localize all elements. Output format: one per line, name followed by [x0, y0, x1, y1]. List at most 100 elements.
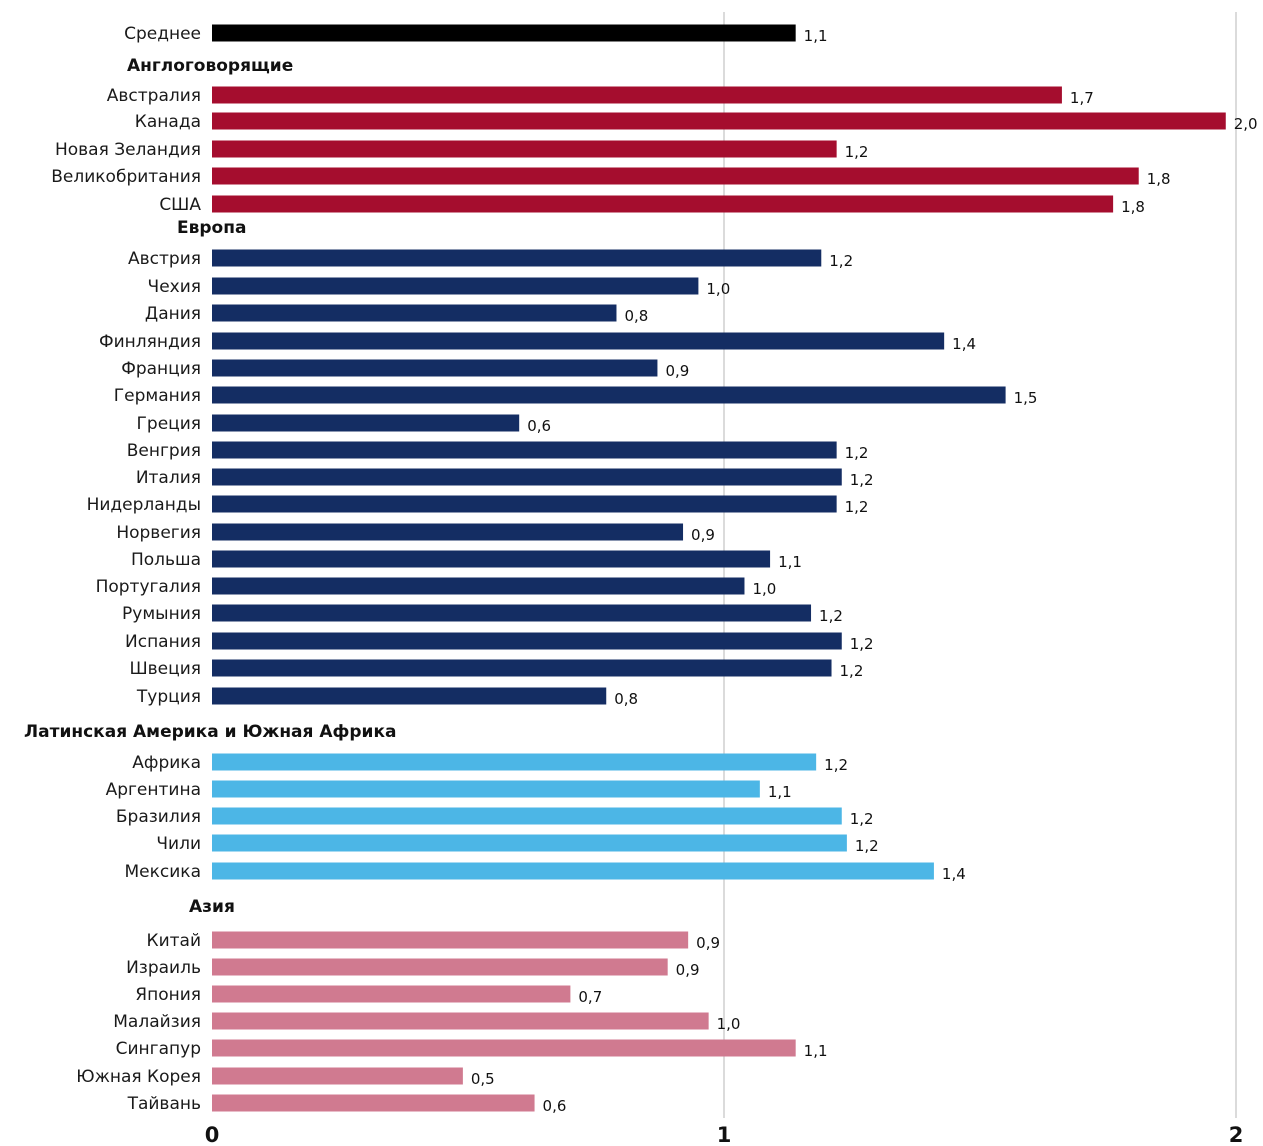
bar	[212, 333, 944, 350]
value-label: 1,7	[1070, 89, 1094, 107]
value-label: 1,8	[1147, 170, 1171, 188]
category-label: Австралия	[107, 86, 201, 106]
bar	[212, 113, 1226, 130]
x-axis: 0 1 2	[205, 1123, 1244, 1146]
value-label: 2,0	[1234, 115, 1258, 133]
category-label: Сингапур	[116, 1039, 201, 1059]
category-label: Венгрия	[127, 441, 201, 461]
value-label: 1,0	[706, 280, 730, 298]
value-label: 1,1	[768, 783, 792, 801]
category-label: США	[159, 195, 201, 215]
bar	[212, 835, 847, 852]
x-tick-label: 1	[717, 1123, 732, 1146]
value-label: 1,2	[850, 471, 874, 489]
bar	[212, 496, 837, 513]
bar	[212, 469, 842, 486]
category-label: Румыния	[122, 604, 201, 624]
bar	[212, 196, 1113, 213]
category-label: Норвегия	[116, 523, 201, 543]
bar	[212, 986, 570, 1003]
group-label: Европа	[177, 218, 246, 238]
value-label: 1,1	[778, 553, 802, 571]
category-label: Нидерланды	[87, 495, 201, 515]
category-label: Австрия	[128, 249, 201, 269]
value-label: 1,2	[845, 143, 869, 161]
value-label: 1,0	[717, 1015, 741, 1033]
x-tick-label: 0	[205, 1123, 220, 1146]
labels: Среднее 1,1 Англоговорящие Австралия 1,7 Кана…	[24, 24, 1258, 1115]
category-label: Франция	[121, 359, 201, 379]
bar	[212, 278, 698, 295]
category-label: Германия	[114, 386, 201, 406]
bar	[212, 605, 811, 622]
value-label: 0,9	[665, 362, 689, 380]
bar	[212, 387, 1006, 404]
bar	[212, 305, 616, 322]
bar	[212, 551, 770, 568]
bar	[212, 360, 657, 377]
value-label: 1,1	[804, 1042, 828, 1060]
category-label: Испания	[125, 632, 201, 652]
bar	[212, 524, 683, 541]
bar	[212, 250, 821, 267]
category-label: Финляндия	[99, 332, 201, 352]
value-label: 1,4	[942, 865, 966, 883]
bar	[212, 168, 1139, 185]
bar	[212, 141, 837, 158]
category-label: Греция	[137, 414, 201, 434]
value-label: 1,4	[952, 335, 976, 353]
category-label: Польша	[131, 550, 201, 570]
bar	[212, 1068, 463, 1085]
value-label: 0,9	[691, 526, 715, 544]
value-label: 1,0	[752, 580, 776, 598]
category-label: Турция	[136, 687, 201, 707]
value-label: 0,6	[527, 417, 551, 435]
bar	[212, 1013, 709, 1030]
category-label: Африка	[132, 753, 201, 773]
bar	[212, 25, 796, 42]
value-label: 0,9	[696, 934, 720, 952]
bar	[212, 1040, 796, 1057]
category-label: Малайзия	[113, 1012, 201, 1032]
bar	[212, 781, 760, 798]
bar	[212, 754, 816, 771]
category-label: Канада	[135, 112, 201, 132]
category-label: Среднее	[124, 24, 201, 44]
category-label: Италия	[136, 468, 201, 488]
value-label: 1,1	[804, 27, 828, 45]
bar	[212, 1095, 535, 1112]
category-label: Чехия	[148, 277, 201, 297]
category-label: Португалия	[96, 577, 201, 597]
group-label: Англоговорящие	[127, 56, 293, 76]
category-label: Тайвань	[127, 1094, 201, 1114]
category-label: Мексика	[125, 862, 201, 882]
category-label: Япония	[135, 985, 201, 1005]
bar	[212, 808, 842, 825]
category-label: Бразилия	[116, 807, 201, 827]
category-label: Китай	[147, 931, 202, 951]
value-label: 0,6	[543, 1097, 567, 1115]
bar	[212, 863, 934, 880]
value-label: 1,2	[819, 607, 843, 625]
value-label: 1,2	[845, 444, 869, 462]
bar	[212, 442, 837, 459]
value-label: 0,8	[614, 690, 638, 708]
value-label: 1,2	[824, 756, 848, 774]
category-label: Израиль	[126, 958, 201, 978]
bar	[212, 578, 744, 595]
value-label: 1,2	[850, 635, 874, 653]
value-label: 0,5	[471, 1070, 495, 1088]
value-label: 0,8	[624, 307, 648, 325]
value-label: 1,5	[1014, 389, 1038, 407]
value-label: 1,2	[845, 498, 869, 516]
value-label: 1,8	[1121, 198, 1145, 216]
value-label: 1,2	[855, 837, 879, 855]
bar	[212, 959, 668, 976]
bar	[212, 660, 832, 677]
bar	[212, 633, 842, 650]
group-label: Латинская Америка и Южная Африка	[24, 722, 396, 742]
category-label: Чили	[156, 834, 201, 854]
value-label: 0,7	[578, 988, 602, 1006]
bar	[212, 688, 606, 705]
